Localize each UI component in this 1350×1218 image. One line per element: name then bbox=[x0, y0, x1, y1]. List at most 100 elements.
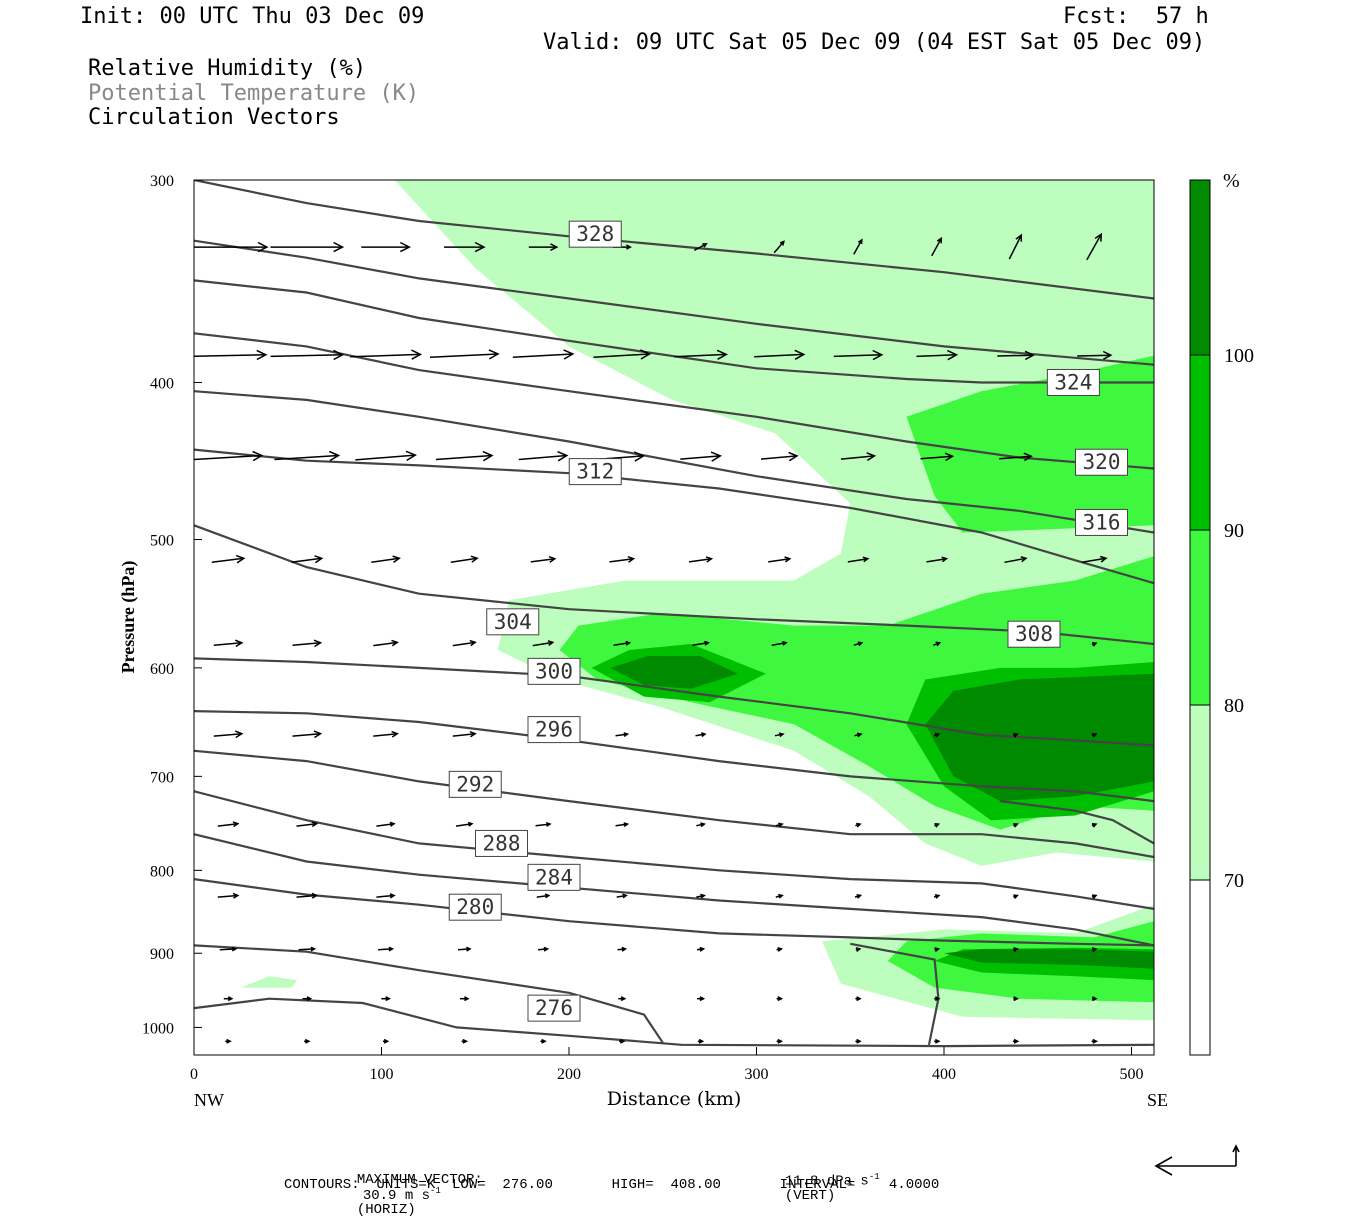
vector-head bbox=[1259, 352, 1265, 358]
vector-head bbox=[541, 1038, 547, 1044]
colorbar-segment-3 bbox=[1189, 354, 1211, 531]
vector-shaft bbox=[291, 557, 322, 564]
circulation-vector bbox=[378, 946, 395, 952]
isentrope-line-284 bbox=[194, 878, 1154, 947]
circulation-vector bbox=[213, 730, 244, 739]
circulation-vector bbox=[452, 639, 477, 647]
isentrope-label-316: 316 bbox=[1075, 508, 1128, 536]
vector-shaft bbox=[1250, 949, 1254, 950]
circulation-vector bbox=[382, 1038, 390, 1044]
vector-shaft bbox=[450, 557, 478, 564]
circulation-vector bbox=[296, 892, 319, 899]
vector-shaft bbox=[997, 354, 1034, 357]
vector-shaft bbox=[1081, 557, 1107, 564]
isentrope-line-unlabeled-1 bbox=[194, 239, 1154, 366]
vector-shaft bbox=[1161, 558, 1185, 562]
circulation-vector bbox=[773, 240, 785, 254]
circulation-vector bbox=[774, 732, 785, 738]
circulation-vector bbox=[1171, 997, 1175, 1001]
circulation-vector bbox=[1250, 997, 1254, 1001]
vector-shaft bbox=[350, 353, 421, 358]
vector-shaft bbox=[1077, 354, 1111, 357]
circulation-vector bbox=[373, 730, 399, 738]
y-axis-label: Pressure (hPa) bbox=[118, 561, 139, 674]
vector-shaft bbox=[833, 354, 882, 358]
rh-band-80-2 bbox=[906, 355, 1154, 533]
vector-head bbox=[935, 641, 942, 647]
vector-head bbox=[545, 821, 552, 827]
max-horiz-exponent: -1 bbox=[430, 1186, 441, 1196]
vector-shaft bbox=[536, 894, 549, 898]
vector-shaft bbox=[1171, 949, 1175, 950]
circulation-vector bbox=[616, 893, 628, 899]
vector-head bbox=[548, 555, 557, 563]
y-tick-label-600: 600 bbox=[150, 661, 174, 678]
vector-head bbox=[710, 451, 722, 462]
vector-head bbox=[779, 240, 785, 246]
vector-head bbox=[469, 639, 477, 647]
isentrope-label-box bbox=[527, 994, 581, 1022]
circulation-vector bbox=[1244, 231, 1260, 263]
vector-head bbox=[698, 1038, 705, 1044]
vector-head bbox=[866, 452, 877, 462]
vector-head bbox=[311, 821, 319, 828]
circulation-vector bbox=[217, 821, 240, 828]
vector-head bbox=[777, 996, 784, 1002]
circulation-vector bbox=[934, 996, 941, 1002]
vector-head bbox=[462, 1038, 469, 1044]
vector-head bbox=[640, 349, 652, 360]
vector-head bbox=[389, 893, 396, 899]
isentrope-label-box bbox=[486, 608, 540, 636]
isentrope-line-312 bbox=[194, 448, 1154, 585]
vector-shaft bbox=[1008, 234, 1022, 260]
vector-head bbox=[329, 450, 341, 462]
circulation-vector bbox=[1081, 555, 1108, 564]
isentrope-label-328: 328 bbox=[568, 220, 622, 248]
circulation-vector bbox=[926, 556, 949, 563]
y-tick-label-500: 500 bbox=[150, 533, 174, 550]
colorbar: 70 80 90 100 bbox=[1189, 179, 1254, 1056]
vector-head bbox=[557, 451, 569, 462]
circulation-vector bbox=[854, 893, 863, 899]
circulation-vector bbox=[680, 451, 722, 462]
rh-band-100-10 bbox=[944, 949, 1154, 969]
vector-head bbox=[469, 730, 477, 738]
circulation-vector bbox=[211, 554, 246, 564]
vector-head bbox=[333, 349, 345, 361]
vector-head bbox=[1179, 557, 1185, 563]
vector-shaft bbox=[211, 557, 244, 564]
isentrope-label-box bbox=[568, 458, 622, 486]
vector-head bbox=[626, 244, 632, 250]
vector-shaft bbox=[853, 239, 863, 255]
max-vert-label: 11.8 dPa s-1 (VERT) bbox=[768, 1159, 880, 1203]
vector-shaft bbox=[999, 455, 1032, 460]
vector-shaft bbox=[1244, 231, 1260, 263]
vector-head bbox=[1171, 997, 1175, 1001]
vector-shaft bbox=[1171, 643, 1175, 645]
circulation-vector bbox=[1091, 947, 1098, 952]
circulation-vector bbox=[768, 556, 792, 563]
circulation-vector bbox=[697, 1038, 705, 1044]
vector-head bbox=[1258, 454, 1264, 460]
vector-head bbox=[1013, 823, 1019, 828]
circulation-vector bbox=[854, 732, 863, 738]
circulation-vector bbox=[194, 349, 268, 361]
colorbar-label-100: 100 bbox=[1224, 345, 1254, 367]
colorbar-label-90: 90 bbox=[1224, 520, 1244, 542]
vector-shaft bbox=[452, 641, 476, 647]
vector-head bbox=[311, 892, 319, 899]
vector-head bbox=[1013, 894, 1019, 900]
vector-head bbox=[700, 732, 707, 738]
vector-head bbox=[464, 996, 470, 1002]
vector-head bbox=[941, 556, 949, 563]
circulation-vector bbox=[1165, 233, 1181, 261]
circulation-vector bbox=[693, 243, 708, 251]
circulation-vector bbox=[775, 893, 784, 899]
vector-shaft bbox=[219, 948, 236, 951]
circulation-vector bbox=[775, 822, 784, 828]
isentrope-label-box bbox=[1007, 620, 1061, 648]
isentrope-label-box bbox=[1075, 448, 1128, 476]
max-vert-value: 11.8 dPa s bbox=[784, 1173, 869, 1190]
circulation-vector bbox=[455, 821, 474, 827]
